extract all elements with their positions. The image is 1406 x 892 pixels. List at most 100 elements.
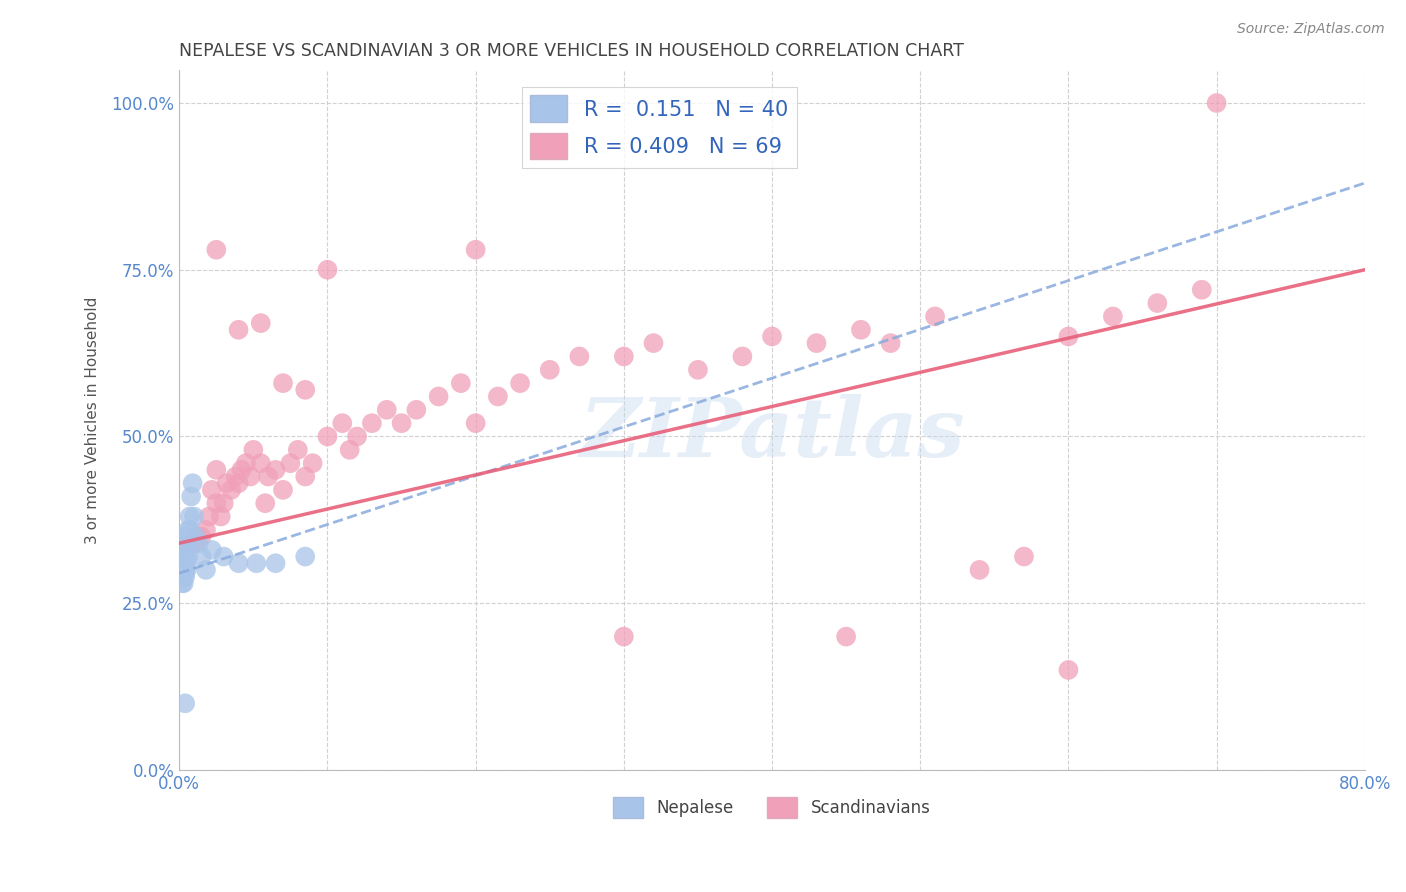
Point xyxy=(174,542,197,557)
Point xyxy=(264,463,287,477)
Point xyxy=(176,563,198,577)
Point xyxy=(228,556,250,570)
Point xyxy=(249,456,271,470)
Point xyxy=(294,469,316,483)
Point xyxy=(212,549,235,564)
Point xyxy=(761,329,783,343)
Point xyxy=(174,563,197,577)
Point xyxy=(179,523,201,537)
Point xyxy=(849,323,872,337)
Point xyxy=(205,463,228,477)
Point xyxy=(242,442,264,457)
Point xyxy=(486,389,509,403)
Point xyxy=(215,476,238,491)
Legend: Nepalese, Scandinavians: Nepalese, Scandinavians xyxy=(607,790,938,825)
Point xyxy=(806,336,828,351)
Point xyxy=(287,442,309,457)
Point xyxy=(731,350,754,364)
Point xyxy=(643,336,665,351)
Point xyxy=(187,536,209,550)
Point xyxy=(249,316,271,330)
Point xyxy=(201,542,224,557)
Point xyxy=(180,490,202,504)
Point xyxy=(294,383,316,397)
Y-axis label: 3 or more Vehicles in Household: 3 or more Vehicles in Household xyxy=(86,296,100,543)
Point xyxy=(450,376,472,391)
Point xyxy=(179,509,201,524)
Point xyxy=(568,350,591,364)
Point xyxy=(1191,283,1213,297)
Point xyxy=(172,576,194,591)
Point xyxy=(181,476,204,491)
Point xyxy=(194,563,217,577)
Point xyxy=(212,496,235,510)
Point xyxy=(173,563,195,577)
Point xyxy=(172,549,194,564)
Point xyxy=(346,429,368,443)
Point xyxy=(969,563,991,577)
Point xyxy=(271,376,294,391)
Point xyxy=(509,376,531,391)
Point xyxy=(174,696,197,710)
Point xyxy=(174,549,197,564)
Point xyxy=(271,483,294,497)
Point xyxy=(391,416,413,430)
Point xyxy=(1102,310,1125,324)
Point xyxy=(219,483,242,497)
Point xyxy=(235,456,257,470)
Point xyxy=(879,336,901,351)
Point xyxy=(172,563,194,577)
Point xyxy=(316,262,339,277)
Point xyxy=(1146,296,1168,310)
Point xyxy=(316,429,339,443)
Point xyxy=(170,549,193,564)
Point xyxy=(254,496,277,510)
Point xyxy=(538,363,561,377)
Point xyxy=(257,469,280,483)
Point xyxy=(170,556,193,570)
Text: NEPALESE VS SCANDINAVIAN 3 OR MORE VEHICLES IN HOUSEHOLD CORRELATION CHART: NEPALESE VS SCANDINAVIAN 3 OR MORE VEHIC… xyxy=(180,42,965,60)
Point xyxy=(209,509,232,524)
Point xyxy=(613,630,636,644)
Point xyxy=(180,536,202,550)
Point xyxy=(177,523,200,537)
Point xyxy=(924,310,946,324)
Point xyxy=(172,542,194,557)
Point xyxy=(464,243,486,257)
Point xyxy=(186,530,208,544)
Point xyxy=(190,530,212,544)
Point xyxy=(173,576,195,591)
Point xyxy=(198,509,221,524)
Point xyxy=(239,469,262,483)
Point xyxy=(301,456,323,470)
Point xyxy=(330,416,353,430)
Point xyxy=(173,536,195,550)
Point xyxy=(184,530,207,544)
Point xyxy=(1057,663,1080,677)
Point xyxy=(228,476,250,491)
Point xyxy=(339,442,361,457)
Point xyxy=(1057,329,1080,343)
Point xyxy=(427,389,450,403)
Point xyxy=(1205,95,1227,110)
Point xyxy=(280,456,302,470)
Point xyxy=(176,536,198,550)
Point xyxy=(464,416,486,430)
Point xyxy=(225,469,247,483)
Point xyxy=(177,549,200,564)
Point xyxy=(183,536,205,550)
Point xyxy=(177,536,200,550)
Point xyxy=(361,416,384,430)
Point xyxy=(176,556,198,570)
Point xyxy=(245,556,267,570)
Point xyxy=(176,530,198,544)
Point xyxy=(174,569,197,583)
Point xyxy=(205,243,228,257)
Point xyxy=(375,402,398,417)
Text: ZIPatlas: ZIPatlas xyxy=(579,394,965,474)
Point xyxy=(835,630,858,644)
Point xyxy=(231,463,253,477)
Point xyxy=(405,402,427,417)
Point xyxy=(205,496,228,510)
Point xyxy=(194,523,217,537)
